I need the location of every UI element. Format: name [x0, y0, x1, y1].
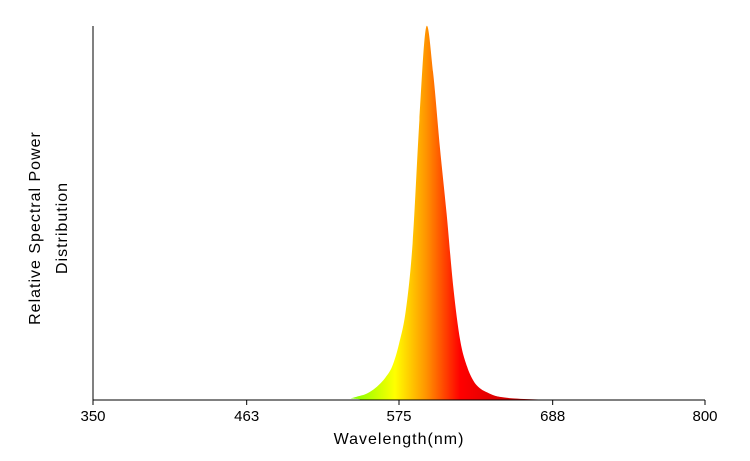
spectrum-area: [93, 25, 705, 400]
x-tick-label: 575: [386, 408, 411, 425]
x-tick-label: 800: [692, 408, 717, 425]
y-axis-title-line2: Distribution: [54, 182, 71, 274]
x-tick-label: 350: [80, 408, 105, 425]
x-axis-title: Wavelength(nm): [334, 431, 465, 448]
x-tick-label: 463: [234, 408, 259, 425]
x-tick-label: 688: [540, 408, 565, 425]
y-axis-title-line1: Relative Spectral Power: [27, 131, 44, 325]
